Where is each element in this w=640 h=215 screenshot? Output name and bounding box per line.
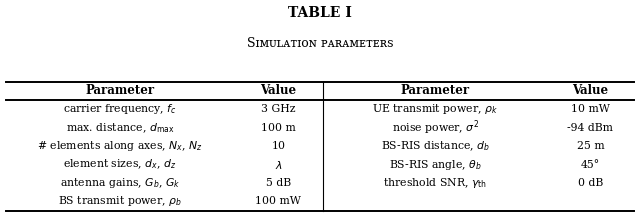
Text: 10 mW: 10 mW [571, 104, 610, 114]
Text: BS-RIS angle, $\theta_b$: BS-RIS angle, $\theta_b$ [388, 158, 482, 172]
Text: antenna gains, $G_b$, $G_k$: antenna gains, $G_b$, $G_k$ [60, 176, 180, 190]
Text: element sizes, $d_x$, $d_z$: element sizes, $d_x$, $d_z$ [63, 158, 177, 171]
Text: 0 dB: 0 dB [578, 178, 603, 188]
Text: Value: Value [260, 84, 296, 97]
Text: UE transmit power, $\rho_k$: UE transmit power, $\rho_k$ [372, 102, 498, 116]
Text: -94 dBm: -94 dBm [568, 123, 613, 133]
Text: TABLE I: TABLE I [288, 6, 352, 20]
Text: carrier frequency, $f_c$: carrier frequency, $f_c$ [63, 102, 177, 116]
Text: 5 dB: 5 dB [266, 178, 291, 188]
Text: Parameter: Parameter [401, 84, 470, 97]
Text: 3 GHz: 3 GHz [261, 104, 296, 114]
Text: Sɪᴍᴜʟᴀᴛɪᴏɴ ᴘᴀʀᴀᴍᴇᴛᴇʀs: Sɪᴍᴜʟᴀᴛɪᴏɴ ᴘᴀʀᴀᴍᴇᴛᴇʀs [247, 37, 393, 49]
Text: max. distance, $d_{\mathrm{max}}$: max. distance, $d_{\mathrm{max}}$ [66, 121, 174, 135]
Text: 25 m: 25 m [577, 141, 604, 151]
Text: Parameter: Parameter [85, 84, 155, 97]
Text: threshold SNR, $\gamma_{\mathrm{th}}$: threshold SNR, $\gamma_{\mathrm{th}}$ [383, 176, 487, 190]
Text: 100 m: 100 m [261, 123, 296, 133]
Text: BS transmit power, $\rho_b$: BS transmit power, $\rho_b$ [58, 195, 182, 209]
Text: $\lambda$: $\lambda$ [275, 159, 282, 171]
Text: 100 mW: 100 mW [255, 197, 301, 206]
Text: Value: Value [572, 84, 609, 97]
Text: BS-RIS distance, $d_b$: BS-RIS distance, $d_b$ [381, 139, 490, 153]
Text: 45°: 45° [581, 160, 600, 170]
Text: 10: 10 [271, 141, 285, 151]
Text: # elements along axes, $N_x$, $N_z$: # elements along axes, $N_x$, $N_z$ [37, 139, 203, 153]
Text: noise power, $\sigma^2$: noise power, $\sigma^2$ [392, 118, 479, 137]
